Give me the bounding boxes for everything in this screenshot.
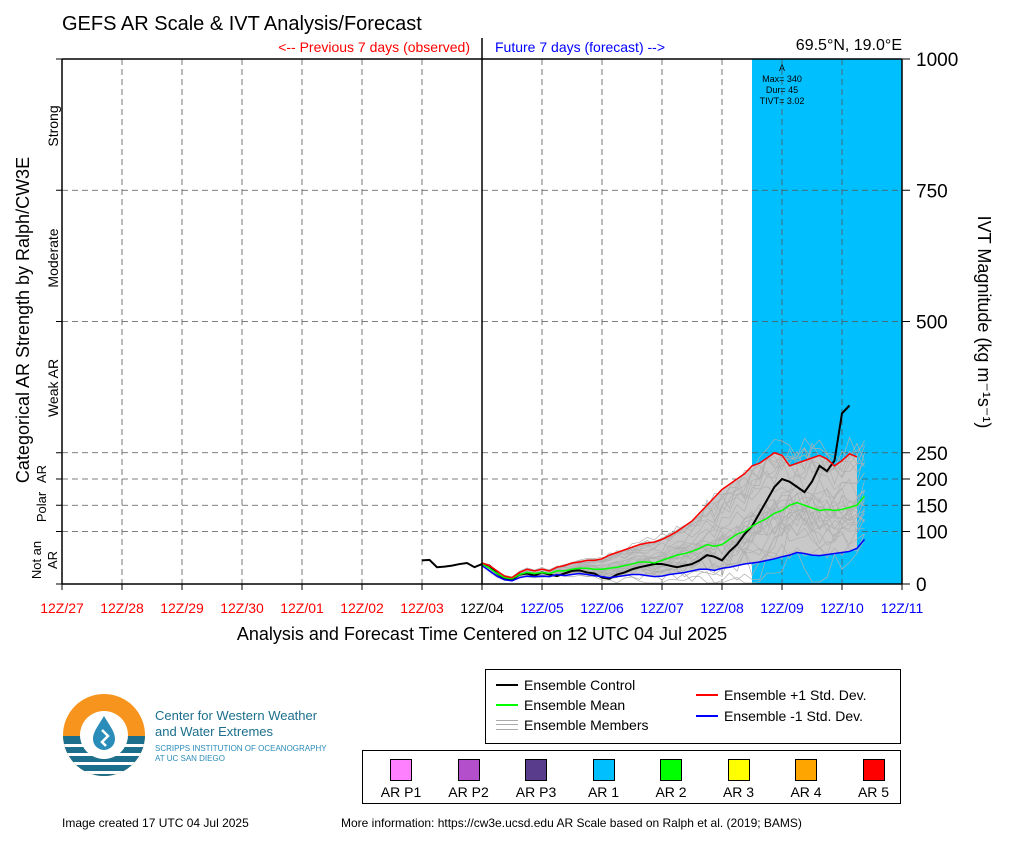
ensemble-member-line <box>481 523 865 581</box>
category-label-polar-1: Polar <box>34 491 49 522</box>
ar-scale-ar-p2: AR P2 <box>439 759 499 800</box>
y-tick-label: 0 <box>916 575 927 596</box>
ar-scale-label: AR P1 <box>380 784 422 800</box>
ar-event-duration: Dur= 45 <box>766 85 798 95</box>
x-tick-label: 12Z/03 <box>400 600 444 616</box>
ar-scale-label: AR P2 <box>448 784 489 800</box>
x-tick-label: 12Z/02 <box>340 600 384 616</box>
x-tick-label: 12Z/06 <box>580 600 624 616</box>
ar-event-tivt: TIVT= 3.02 <box>760 96 805 106</box>
y-tick-label: 250 <box>916 444 948 465</box>
line-legend: Ensemble Control Ensemble Mean Ensemble … <box>485 669 901 744</box>
series-line-ensemble-1-std-dev- <box>481 538 866 582</box>
forecast-label: Future 7 days (forecast) --> <box>495 39 665 55</box>
ar-scale-ar-5: AR 5 <box>844 759 904 800</box>
x-tick-label: 12Z/07 <box>640 600 684 616</box>
y-axis-label-left: Categorical AR Strength by Ralph/CW3E <box>13 157 33 483</box>
legend-mean: Ensemble Mean <box>496 697 625 713</box>
created-note: Image created 17 UTC 04 Jul 2025 <box>62 816 249 830</box>
y-tick-label: 750 <box>916 181 948 202</box>
ar-scale-swatch <box>592 759 615 781</box>
ar-scale-swatch <box>862 759 885 781</box>
legend-plus-std: Ensemble +1 Std. Dev. <box>696 687 867 703</box>
y-tick-label: 500 <box>916 313 948 334</box>
ar-scale-ar-1: AR 1 <box>574 759 634 800</box>
std-dev-band <box>482 452 857 581</box>
series-line-ensemble-control <box>421 404 851 581</box>
ar-event-label: A <box>779 63 785 73</box>
legend-minus-std: Ensemble -1 Std. Dev. <box>696 708 863 724</box>
x-tick-label: 12Z/04 <box>460 600 504 616</box>
y-tick-label: 200 <box>916 470 948 491</box>
y-axis-label-right: IVT Magnitude (kg m⁻¹s⁻¹) <box>974 216 994 429</box>
ar-scale-swatch <box>390 759 412 781</box>
y-tick-label: 150 <box>916 496 948 517</box>
category-label-moderate: Moderate <box>45 228 61 287</box>
ar-scale-label: AR 2 <box>655 784 687 800</box>
logo-line1: Center for Western Weather <box>155 708 318 723</box>
ar-scale-ar-4: AR 4 <box>776 759 836 800</box>
category-label-not-an-ar-2: AR <box>45 551 60 569</box>
ar-scale-swatch <box>727 759 750 781</box>
ar-scale-swatch <box>457 759 480 781</box>
x-axis-label: Analysis and Forecast Time Centered on 1… <box>237 624 727 644</box>
more-info-note: More information: https://cw3e.ucsd.edu … <box>341 816 802 830</box>
ar-scale-swatch <box>795 759 817 781</box>
ar-scale-label: AR 1 <box>587 784 620 800</box>
category-label-strong: Strong <box>45 105 61 146</box>
ar-scale-ar-2: AR 2 <box>641 759 701 800</box>
x-tick-label: 12Z/01 <box>280 600 324 616</box>
x-tick-label: 12Z/29 <box>160 600 204 616</box>
x-tick-label: 12Z/11 <box>881 600 924 616</box>
cw3e-logo: Center for Western Weather and Water Ext… <box>60 692 360 782</box>
series-line-ensemble-mean <box>481 495 866 580</box>
ar-scale-ar-p3: AR P3 <box>506 759 566 800</box>
ar-scale-swatch <box>660 759 682 781</box>
x-tick-label: 12Z/08 <box>700 600 744 616</box>
location-label: 69.5°N, 19.0°E <box>796 37 902 54</box>
x-tick-label: 12Z/30 <box>220 600 264 616</box>
series-line-ensemble-1-std-dev- <box>481 451 858 579</box>
observed-label: <-- Previous 7 days (observed) <box>278 39 470 55</box>
legend-control: Ensemble Control <box>496 677 635 693</box>
y-tick-label: 1000 <box>916 50 958 71</box>
logo-line3: SCRIPPS INSTITUTION OF OCEANOGRAPHY <box>155 744 327 753</box>
ar-scale-label: AR P3 <box>515 784 557 800</box>
ar-scale-label: AR 4 <box>790 784 822 800</box>
y-tick-label: 100 <box>916 523 948 544</box>
cw3e-logo-icon <box>63 694 145 776</box>
x-tick-label: 12Z/10 <box>820 600 864 616</box>
ivt-chart: 12Z/27 12Z/28 12Z/29 12Z/30 12Z/01 12Z/02 12Z/… <box>13 13 994 644</box>
ar-scale-legend: AR P1 AR P2 AR P3 AR 1 AR 2 AR 3 AR 4 AR 5 <box>362 750 901 804</box>
x-tick-label: 12Z/28 <box>100 600 144 616</box>
chart-title: GEFS AR Scale & IVT Analysis/Forecast <box>62 13 422 35</box>
x-tick-label: 12Z/27 <box>40 600 84 616</box>
logo-line4: AT UC SAN DIEGO <box>155 754 225 763</box>
category-label-not-an-ar-1: Not an <box>29 541 44 579</box>
ar-scale-ar-p1: AR P1 <box>371 759 431 800</box>
x-tick-label: 12Z/05 <box>520 600 564 616</box>
ar-scale-label: AR 5 <box>857 784 890 800</box>
ar-event-max: Max= 340 <box>762 74 802 84</box>
ar-scale-ar-3: AR 3 <box>709 759 769 800</box>
category-label-polar-2: AR <box>34 465 49 483</box>
legend-members: Ensemble Members <box>496 717 649 733</box>
logo-line2: and Water Extremes <box>155 724 274 739</box>
ar-scale-swatch <box>525 759 547 781</box>
x-tick-label: 12Z/09 <box>760 600 804 616</box>
ar-scale-label: AR 3 <box>722 784 755 800</box>
category-label-weak: Weak AR <box>45 359 61 417</box>
